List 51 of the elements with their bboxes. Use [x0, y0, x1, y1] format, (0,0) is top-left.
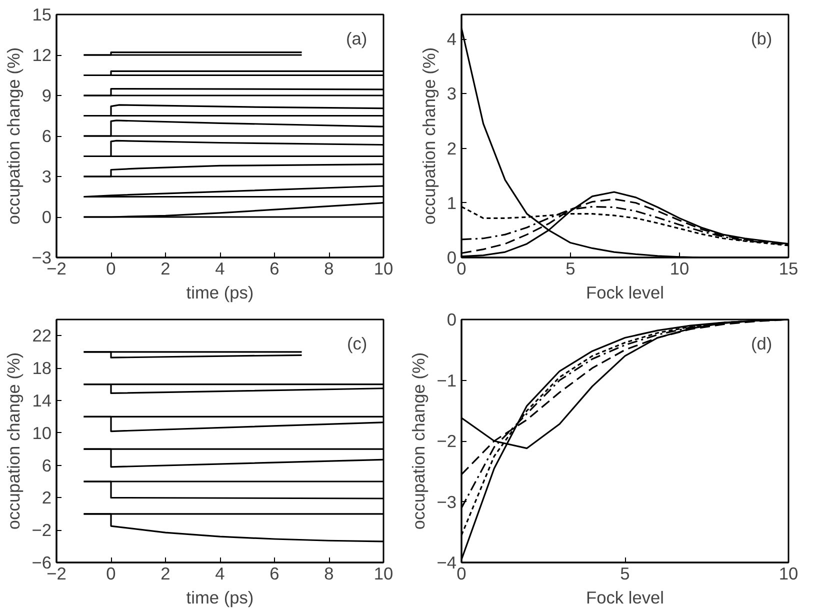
- x-tick-label: 6: [270, 258, 280, 278]
- y-tick-label: 10: [32, 422, 52, 443]
- y-tick-label: −2: [436, 431, 457, 451]
- x-tick-label: 5: [620, 564, 630, 584]
- y-tick-label: 18: [32, 358, 52, 378]
- y-tick-label: 3: [42, 166, 52, 186]
- x-tick-label: 8: [324, 258, 334, 278]
- x-tick-label: 15: [778, 258, 798, 278]
- annotation: (d): [750, 334, 772, 354]
- y-tick-label: 9: [42, 86, 52, 106]
- x-tick-label: 10: [778, 564, 798, 584]
- y-tick-label: 15: [32, 4, 52, 24]
- x-tick-label: 6: [270, 564, 280, 584]
- x-tick-label: 10: [670, 258, 690, 278]
- x-axis-title: time (ps): [186, 588, 254, 608]
- y-tick-label: −3: [436, 492, 457, 512]
- y-tick-label: 3: [446, 84, 457, 104]
- annotation: (c): [346, 334, 368, 354]
- y-tick-label: 1: [446, 192, 457, 213]
- y-axis-title: occupation change (%): [4, 352, 24, 530]
- x-tick-label: 4: [215, 258, 226, 278]
- y-axis-title: occupation change (%): [408, 352, 429, 530]
- annotation: (b): [750, 28, 772, 49]
- x-axis-title: time (ps): [186, 282, 254, 302]
- x-tick-label: 10: [374, 564, 394, 584]
- annotation: (a): [346, 28, 368, 49]
- y-tick-label: 22: [32, 326, 52, 346]
- y-tick-label: 2: [446, 138, 457, 158]
- y-tick-label: 2: [42, 488, 52, 508]
- x-tick-label: 0: [106, 564, 116, 584]
- y-axis-title: occupation change (%): [418, 47, 439, 225]
- y-tick-label: 12: [32, 45, 52, 65]
- x-tick-label: 10: [374, 258, 394, 278]
- x-tick-label: 0: [106, 258, 116, 278]
- x-axis-title: Fock level: [586, 588, 664, 608]
- y-tick-label: 14: [32, 390, 52, 410]
- y-tick-label: −1: [436, 370, 457, 390]
- y-tick-label: 6: [42, 455, 52, 476]
- x-tick-label: 4: [215, 564, 226, 584]
- x-tick-label: 8: [324, 564, 334, 584]
- x-tick-label: 2: [160, 258, 170, 278]
- x-tick-label: 5: [566, 258, 576, 278]
- y-tick-label: 0: [446, 310, 457, 330]
- y-tick-label: 0: [42, 207, 52, 227]
- x-axis-title: Fock level: [586, 282, 664, 302]
- y-tick-label: −2: [32, 520, 52, 540]
- y-tick-label: −4: [436, 552, 457, 572]
- y-tick-label: 4: [446, 29, 457, 50]
- y-axis-title: occupation change (%): [4, 47, 24, 225]
- x-tick-label: 2: [160, 564, 170, 584]
- y-tick-label: 6: [42, 126, 52, 146]
